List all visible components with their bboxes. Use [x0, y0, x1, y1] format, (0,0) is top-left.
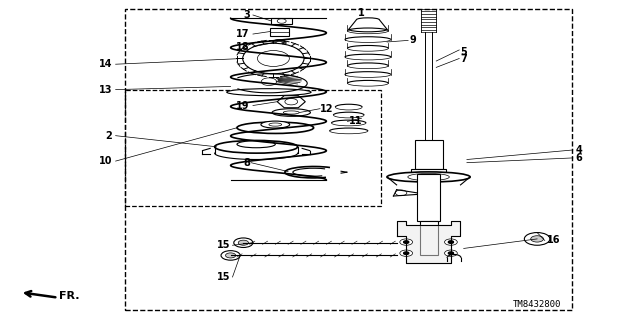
Text: 12: 12 [320, 104, 333, 114]
Bar [420, 221, 438, 255]
Circle shape [400, 239, 413, 245]
Circle shape [445, 239, 458, 245]
Ellipse shape [237, 141, 275, 148]
Circle shape [285, 99, 298, 105]
Bar [415, 140, 443, 169]
Circle shape [404, 241, 409, 243]
Text: 16: 16 [547, 235, 560, 246]
Ellipse shape [227, 89, 311, 96]
Circle shape [400, 250, 413, 256]
Text: 8: 8 [243, 158, 250, 168]
Text: 14: 14 [99, 59, 113, 69]
Ellipse shape [408, 174, 449, 181]
Ellipse shape [269, 123, 282, 126]
Circle shape [404, 252, 409, 255]
Text: 1: 1 [358, 8, 365, 19]
Circle shape [272, 40, 286, 47]
Text: 3: 3 [243, 10, 250, 20]
Text: 9: 9 [410, 35, 416, 45]
Circle shape [449, 241, 454, 243]
Ellipse shape [237, 122, 314, 133]
Bar [125, 90, 381, 205]
Bar [270, 28, 289, 36]
Ellipse shape [214, 140, 298, 153]
Bar [411, 169, 447, 174]
Bar [271, 18, 292, 24]
Bar [125, 9, 572, 310]
Text: 18: 18 [236, 42, 250, 52]
Text: 15: 15 [217, 240, 230, 250]
Circle shape [449, 252, 454, 255]
Circle shape [277, 19, 286, 23]
Text: FR.: FR. [60, 291, 80, 301]
Text: TM8432800: TM8432800 [513, 300, 561, 309]
Polygon shape [397, 221, 461, 263]
Text: 4: 4 [575, 145, 582, 155]
Circle shape [238, 240, 248, 245]
Text: 15: 15 [217, 272, 230, 282]
Text: 2: 2 [106, 131, 113, 141]
Circle shape [234, 238, 253, 248]
Circle shape [221, 251, 240, 260]
Text: 19: 19 [236, 100, 250, 110]
Text: 7: 7 [461, 55, 467, 64]
Ellipse shape [261, 121, 290, 128]
Circle shape [261, 78, 276, 85]
Circle shape [225, 253, 236, 258]
Ellipse shape [272, 109, 310, 116]
Text: 13: 13 [99, 85, 113, 95]
Text: 10: 10 [99, 156, 113, 166]
Text: 17: 17 [236, 29, 250, 39]
Text: 11: 11 [349, 116, 362, 126]
Text: 6: 6 [575, 153, 582, 163]
Text: 5: 5 [461, 47, 467, 56]
Ellipse shape [387, 172, 470, 182]
Circle shape [531, 236, 543, 242]
Circle shape [276, 41, 282, 45]
Circle shape [524, 233, 550, 245]
Circle shape [396, 190, 407, 196]
Circle shape [257, 50, 289, 66]
Circle shape [243, 43, 304, 74]
Ellipse shape [284, 111, 300, 114]
Bar [417, 174, 440, 221]
Circle shape [445, 250, 458, 256]
